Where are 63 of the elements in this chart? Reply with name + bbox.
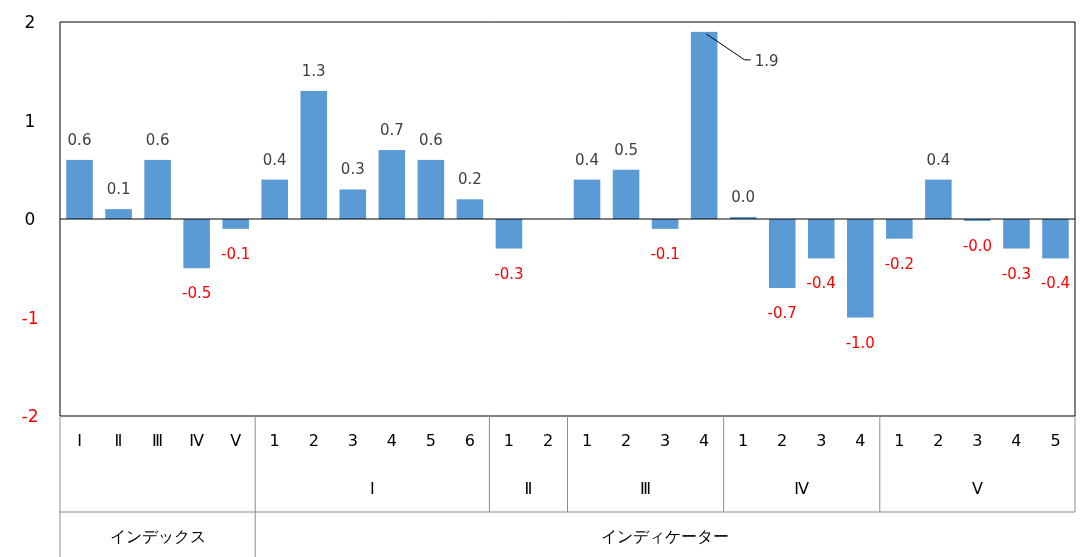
data-label: 0.3 — [340, 160, 365, 179]
data-label: 0.6 — [67, 130, 92, 149]
x-tick-label: 3 — [660, 431, 671, 450]
x-tick-label: 1 — [269, 431, 280, 450]
y-tick-label: -2 — [21, 406, 39, 426]
x-axis-title: Ⅱ — [524, 479, 533, 498]
x-tick-label: 2 — [542, 431, 554, 450]
data-label: 0.4 — [926, 150, 951, 169]
x-tick-label: 1 — [503, 431, 515, 450]
data-label: -0.4 — [806, 274, 836, 293]
x-tick-label: 4 — [699, 431, 710, 450]
x-tick-label: 1 — [581, 431, 593, 450]
x-tick-label: 4 — [855, 431, 866, 450]
data-label: 1.9 — [754, 51, 779, 70]
data-label: -0.3 — [1001, 264, 1032, 283]
y-tick-label: 2 — [24, 12, 36, 32]
x-axis-title: Ⅳ — [794, 479, 810, 498]
y-tick-label: 0 — [24, 209, 36, 229]
data-label: -0.0 — [962, 236, 993, 255]
x-axis-title: Ⅲ — [640, 479, 652, 498]
text: インディケーター — [601, 527, 730, 546]
x-tick-label: Ⅴ — [230, 431, 242, 450]
x-tick-label: 3 — [347, 431, 358, 450]
x-tick-label: Ⅳ — [189, 431, 205, 450]
x-tick-label: 4 — [386, 431, 397, 450]
x-axis-title: Ⅴ — [971, 479, 983, 498]
x-tick-label: Ⅲ — [152, 431, 164, 450]
x-tick-label: Ⅱ — [114, 431, 123, 450]
data-label: 0.0 — [731, 188, 756, 207]
x-axis-title: Ⅰ — [369, 479, 375, 498]
x-tick-label: 1 — [894, 431, 905, 450]
x-tick-label: 2 — [308, 431, 319, 450]
x-tick-label: 3 — [972, 431, 983, 450]
data-label: -0.3 — [494, 264, 524, 283]
data-label: 0.1 — [106, 180, 131, 199]
x-tick-label: 5 — [1050, 431, 1061, 450]
x-tick-label: 6 — [464, 431, 475, 450]
data-label: -0.1 — [221, 244, 251, 263]
data-label: 0.6 — [418, 130, 443, 149]
x-tick-label: Ⅰ — [77, 431, 82, 450]
x-tick-label: 1 — [738, 431, 749, 450]
x-tick-label: 4 — [1011, 431, 1022, 450]
x-tick-label: 5 — [425, 431, 436, 450]
x-tick-label: 2 — [933, 431, 944, 450]
data-label: -0.2 — [884, 254, 914, 273]
data-label: 0.4 — [575, 150, 599, 169]
data-label: -0.1 — [650, 244, 680, 263]
data-label: 0.7 — [379, 121, 404, 140]
y-tick-label: 1 — [24, 110, 36, 131]
data-label: 0.4 — [262, 150, 287, 169]
x-tick-label: 2 — [777, 431, 788, 450]
data-label: 0.2 — [457, 170, 482, 189]
data-label: -1.0 — [845, 333, 875, 352]
text: インデックス — [109, 527, 206, 546]
y-tick-label: -1 — [21, 307, 39, 328]
data-label: -0.5 — [181, 284, 212, 303]
x-tick-label: 2 — [620, 431, 632, 450]
data-label: 0.6 — [145, 130, 170, 149]
data-label: -0.4 — [1040, 274, 1071, 293]
data-label: -0.7 — [767, 303, 797, 322]
data-label: 0.5 — [614, 140, 638, 159]
x-tick-label: 3 — [816, 431, 827, 450]
data-label: 1.3 — [301, 61, 326, 80]
